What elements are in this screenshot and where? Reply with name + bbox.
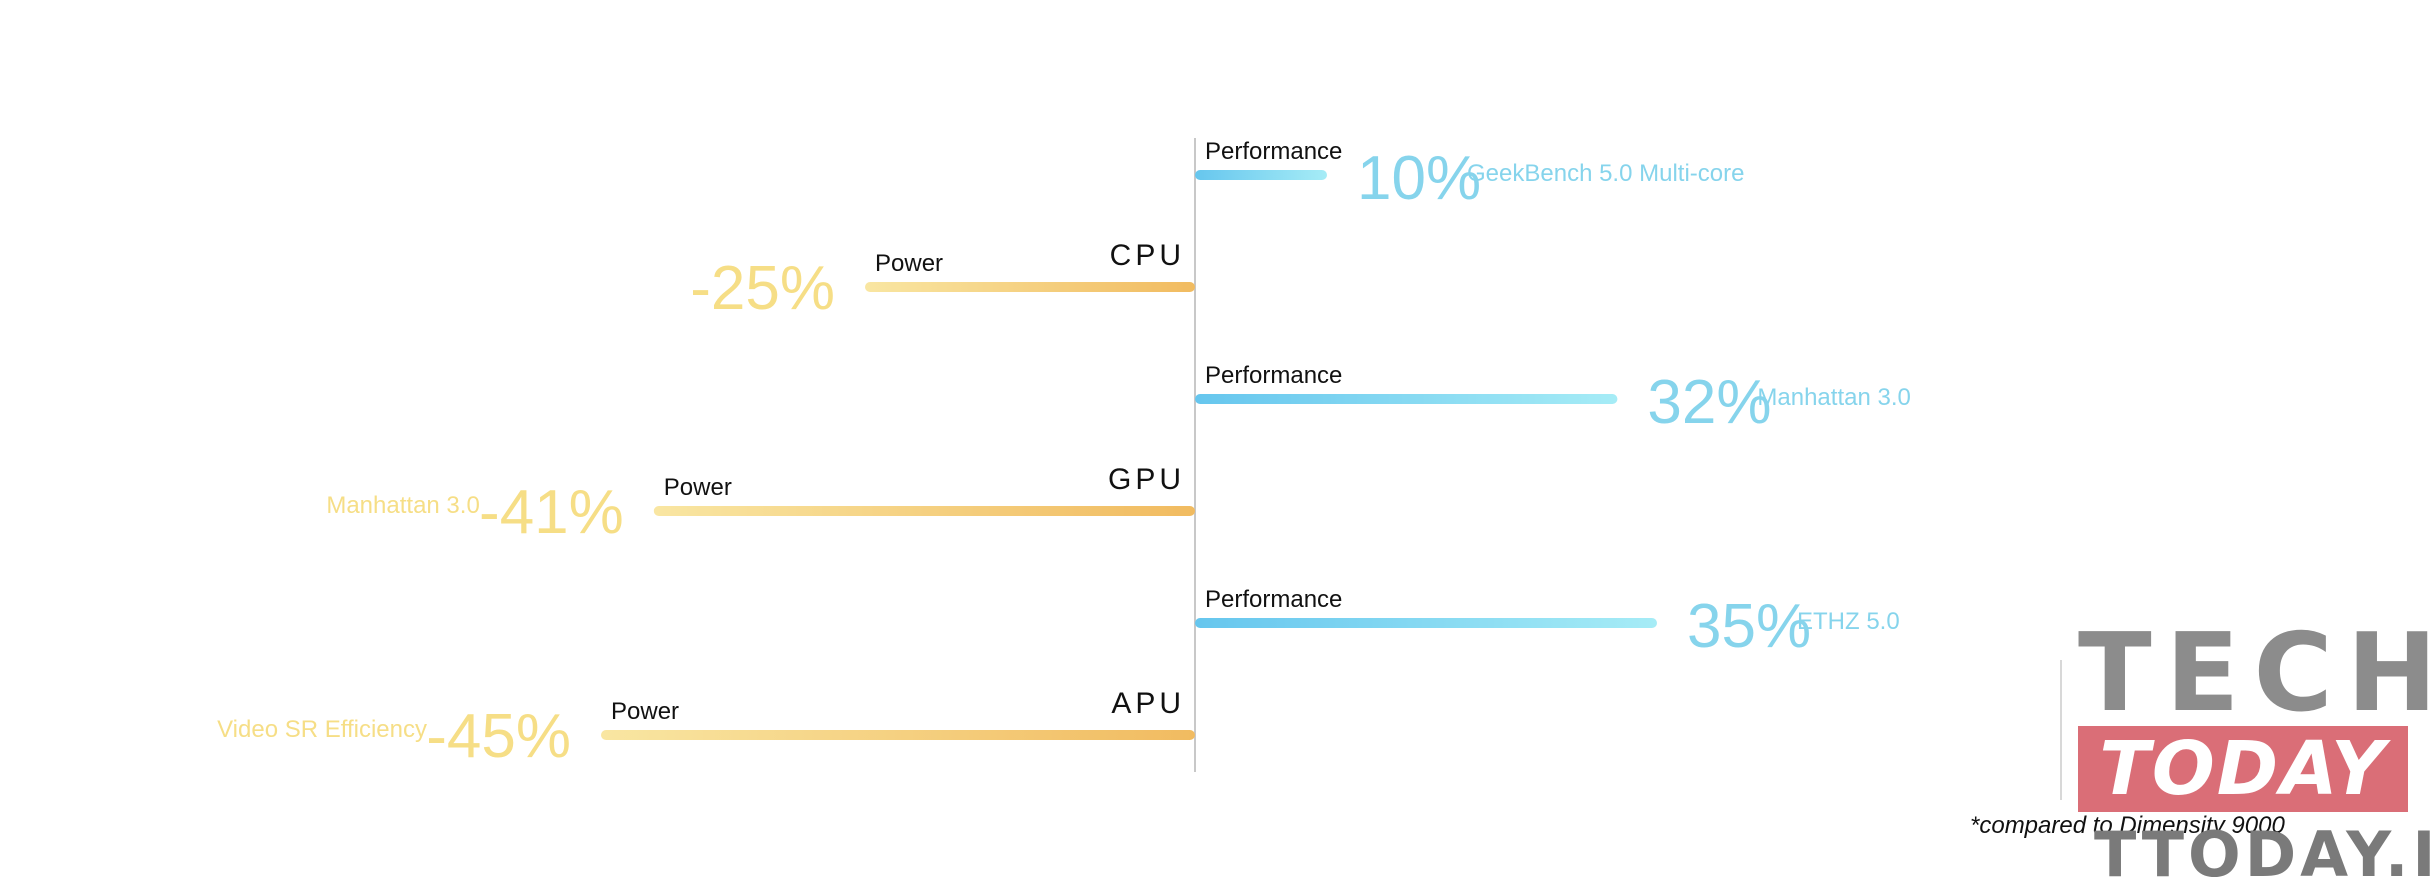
- benchmark-apu-power: Video SR Efficiency: [217, 716, 427, 743]
- bar-apu-performance: [1195, 618, 1657, 628]
- label-cpu-power: Power: [875, 250, 943, 277]
- label-cpu-performance: Performance: [1205, 138, 1342, 165]
- bar-gpu-power: [653, 506, 1195, 516]
- value-cpu-performance: 10%: [1357, 144, 1481, 213]
- benchmark-gpu-power: Manhattan 3.0: [326, 492, 479, 519]
- label-gpu-power: Power: [664, 474, 732, 501]
- category-apu: APU: [1111, 687, 1185, 720]
- category-cpu: CPU: [1110, 239, 1185, 272]
- value-apu-power: -45%: [426, 702, 571, 771]
- category-gpu: GPU: [1108, 463, 1185, 496]
- value-gpu-performance: 32%: [1647, 368, 1771, 437]
- value-cpu-power: -25%: [690, 254, 835, 323]
- watermark-divider: [2060, 660, 2062, 800]
- label-apu-performance: Performance: [1205, 586, 1342, 613]
- bar-cpu-performance: [1195, 170, 1327, 180]
- watermark-line-1: TECH: [2078, 611, 2434, 736]
- benchmark-cpu-performance: GeekBench 5.0 Multi-core: [1467, 160, 1744, 187]
- value-gpu-power: -41%: [479, 478, 624, 547]
- watermark-logo: TECH TODAY TTODAY.IT: [2060, 620, 2434, 896]
- bar-gpu-performance: [1195, 394, 1618, 404]
- watermark-line-2: TODAY: [2078, 726, 2408, 812]
- bar-apu-power: [601, 730, 1195, 740]
- value-apu-performance: 35%: [1687, 592, 1811, 661]
- label-apu-power: Power: [611, 698, 679, 725]
- benchmark-apu-performance: ETHZ 5.0: [1797, 608, 1900, 635]
- label-gpu-performance: Performance: [1205, 362, 1342, 389]
- footnote: *compared to Dimensity 9000: [1970, 812, 2285, 839]
- benchmark-gpu-performance: Manhattan 3.0: [1757, 384, 1910, 411]
- bar-cpu-power: [865, 282, 1195, 292]
- watermark-line-3: TTODAY.IT: [2094, 818, 2434, 891]
